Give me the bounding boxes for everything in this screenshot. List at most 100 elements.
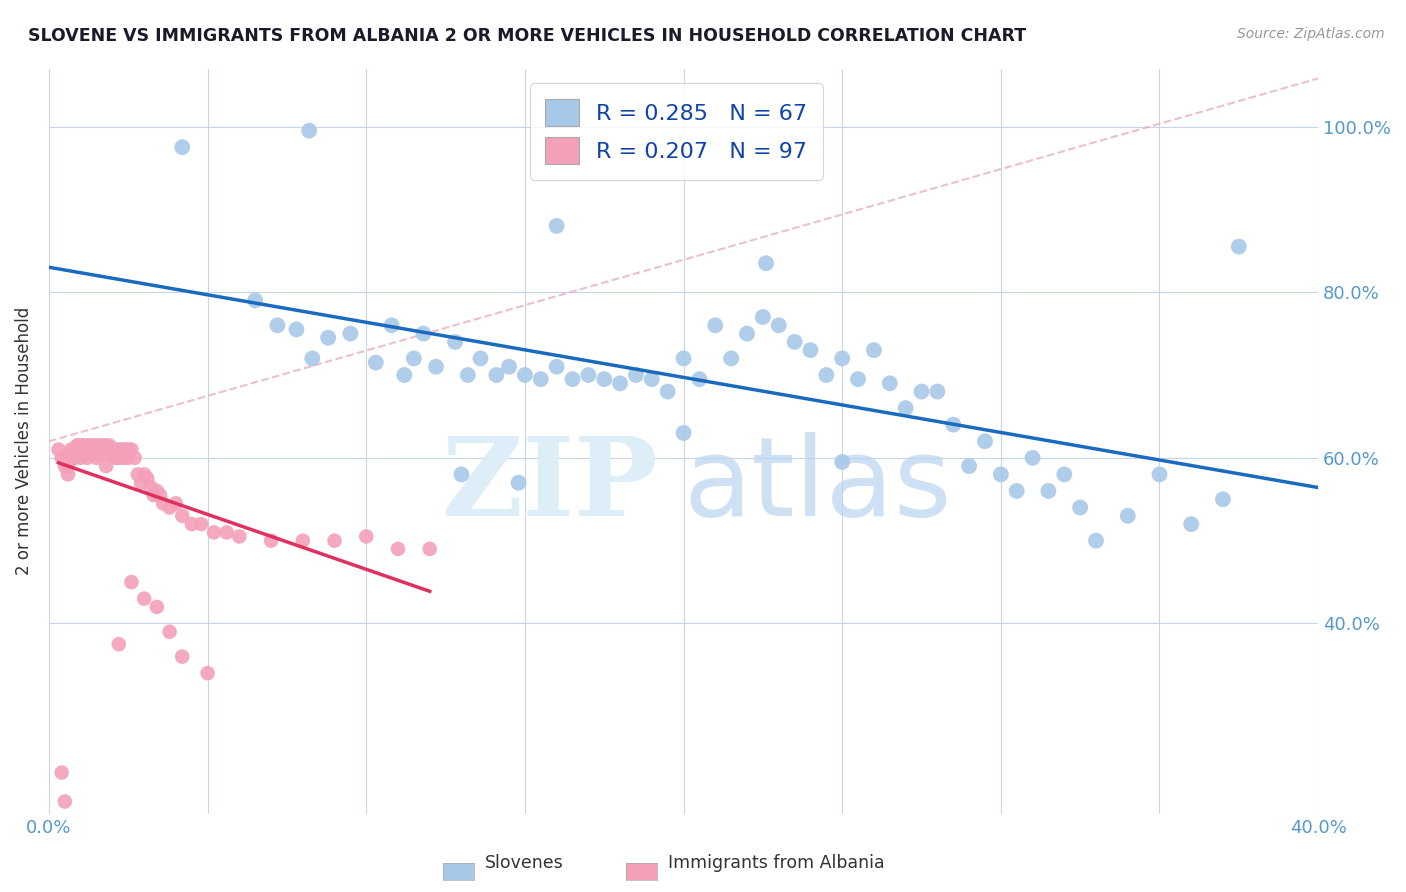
Point <box>298 123 321 137</box>
Point <box>546 219 568 233</box>
Text: Slovenes: Slovenes <box>485 855 564 872</box>
Point <box>165 496 187 510</box>
Point <box>356 529 378 543</box>
Point <box>73 447 96 461</box>
Point <box>101 442 124 457</box>
Point <box>530 372 553 386</box>
Point <box>815 368 838 382</box>
Point <box>114 450 136 465</box>
Point <box>974 434 997 449</box>
Point <box>228 529 250 543</box>
Point <box>94 438 117 452</box>
Point <box>927 384 949 399</box>
Point <box>381 318 404 333</box>
Point <box>124 450 146 465</box>
Point <box>82 438 104 452</box>
Point <box>245 293 267 308</box>
Point <box>82 447 104 461</box>
Text: Source: ZipAtlas.com: Source: ZipAtlas.com <box>1237 27 1385 41</box>
Point <box>76 438 98 452</box>
Point <box>609 376 631 391</box>
Point <box>412 326 434 341</box>
Point <box>69 447 91 461</box>
Point <box>101 447 124 461</box>
Point <box>1149 467 1171 482</box>
Point <box>107 637 129 651</box>
Point <box>53 450 76 465</box>
Point <box>1038 483 1060 498</box>
Point <box>66 442 89 457</box>
Text: Immigrants from Albania: Immigrants from Albania <box>668 855 884 872</box>
Point <box>134 467 156 482</box>
Point <box>720 351 742 366</box>
Point <box>117 442 139 457</box>
Point <box>425 359 447 374</box>
Point <box>755 256 778 270</box>
Point <box>444 334 467 349</box>
Point <box>89 442 111 457</box>
Point <box>159 624 181 639</box>
Text: atlas: atlas <box>683 433 952 540</box>
Point <box>91 438 114 452</box>
Point <box>82 442 104 457</box>
Point <box>79 438 101 452</box>
Point <box>752 310 775 324</box>
Point <box>66 438 89 452</box>
Point <box>285 322 308 336</box>
Point <box>63 450 86 465</box>
Point <box>190 517 212 532</box>
Point <box>79 447 101 461</box>
Point <box>73 442 96 457</box>
Point <box>86 450 108 465</box>
Y-axis label: 2 or more Vehicles in Household: 2 or more Vehicles in Household <box>15 307 32 575</box>
Text: ZIP: ZIP <box>441 433 658 540</box>
Point <box>107 450 129 465</box>
Point <box>69 442 91 457</box>
Point <box>139 480 162 494</box>
Point <box>498 359 520 374</box>
Point <box>799 343 821 358</box>
Point <box>863 343 886 358</box>
Point <box>704 318 727 333</box>
Point <box>76 447 98 461</box>
Point <box>86 442 108 457</box>
Point <box>197 666 219 681</box>
Point <box>672 425 695 440</box>
Point <box>63 442 86 457</box>
Point <box>894 401 917 416</box>
Point <box>910 384 932 399</box>
Point <box>508 475 530 490</box>
Point <box>79 447 101 461</box>
Point <box>624 368 647 382</box>
Point <box>86 447 108 461</box>
Point <box>136 471 159 485</box>
Point <box>94 447 117 461</box>
Point <box>457 368 479 382</box>
Point <box>60 442 83 457</box>
Point <box>114 442 136 457</box>
Point <box>364 355 387 369</box>
Point <box>942 417 965 432</box>
Point <box>394 368 416 382</box>
Point <box>73 438 96 452</box>
Point <box>94 459 117 474</box>
Point <box>316 331 339 345</box>
Point <box>513 368 536 382</box>
Point <box>485 368 508 382</box>
Point <box>152 496 174 510</box>
Point <box>1212 492 1234 507</box>
Point <box>79 442 101 457</box>
Point <box>53 795 76 809</box>
Point <box>301 351 323 366</box>
Point <box>60 450 83 465</box>
Point <box>146 483 169 498</box>
Point <box>768 318 790 333</box>
Point <box>846 372 869 386</box>
Point <box>180 517 202 532</box>
Point <box>672 351 695 366</box>
Point <box>561 372 583 386</box>
Point <box>470 351 492 366</box>
Point <box>260 533 283 548</box>
Point <box>266 318 288 333</box>
Point <box>402 351 425 366</box>
